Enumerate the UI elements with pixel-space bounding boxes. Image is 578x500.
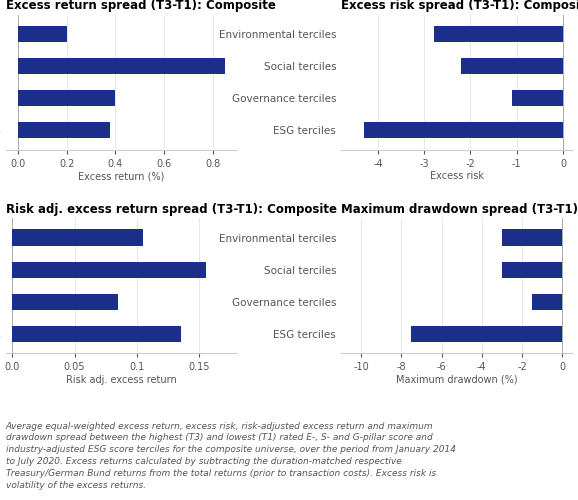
Text: Risk adj. excess return spread (T3-T1): Composite: Risk adj. excess return spread (T3-T1): … — [6, 202, 337, 215]
Bar — [502, 262, 562, 278]
Bar — [512, 90, 563, 106]
Text: Excess return spread (T3-T1): Composite: Excess return spread (T3-T1): Composite — [6, 0, 276, 12]
X-axis label: Maximum drawdown (%): Maximum drawdown (%) — [396, 375, 517, 385]
Bar — [434, 26, 563, 42]
Bar — [12, 294, 118, 310]
X-axis label: Risk adj. excess return: Risk adj. excess return — [66, 375, 177, 385]
X-axis label: Excess risk: Excess risk — [429, 172, 484, 181]
Bar — [18, 90, 115, 106]
Bar — [18, 122, 110, 138]
Text: Excess risk spread (T3-T1): Composite: Excess risk spread (T3-T1): Composite — [341, 0, 578, 12]
Bar — [461, 58, 563, 74]
Bar — [364, 122, 563, 138]
Bar — [412, 326, 562, 342]
Bar — [532, 294, 562, 310]
Bar — [12, 262, 206, 278]
Bar — [18, 58, 225, 74]
Text: Average equal-weighted excess return, excess risk, risk-adjusted excess return a: Average equal-weighted excess return, ex… — [6, 422, 456, 490]
Bar — [502, 230, 562, 246]
Bar — [12, 230, 143, 246]
X-axis label: Excess return (%): Excess return (%) — [78, 172, 165, 181]
Bar — [18, 26, 66, 42]
Bar — [12, 326, 181, 342]
Text: Maximum drawdown spread (T3-T1): Composite: Maximum drawdown spread (T3-T1): Composi… — [341, 202, 578, 215]
